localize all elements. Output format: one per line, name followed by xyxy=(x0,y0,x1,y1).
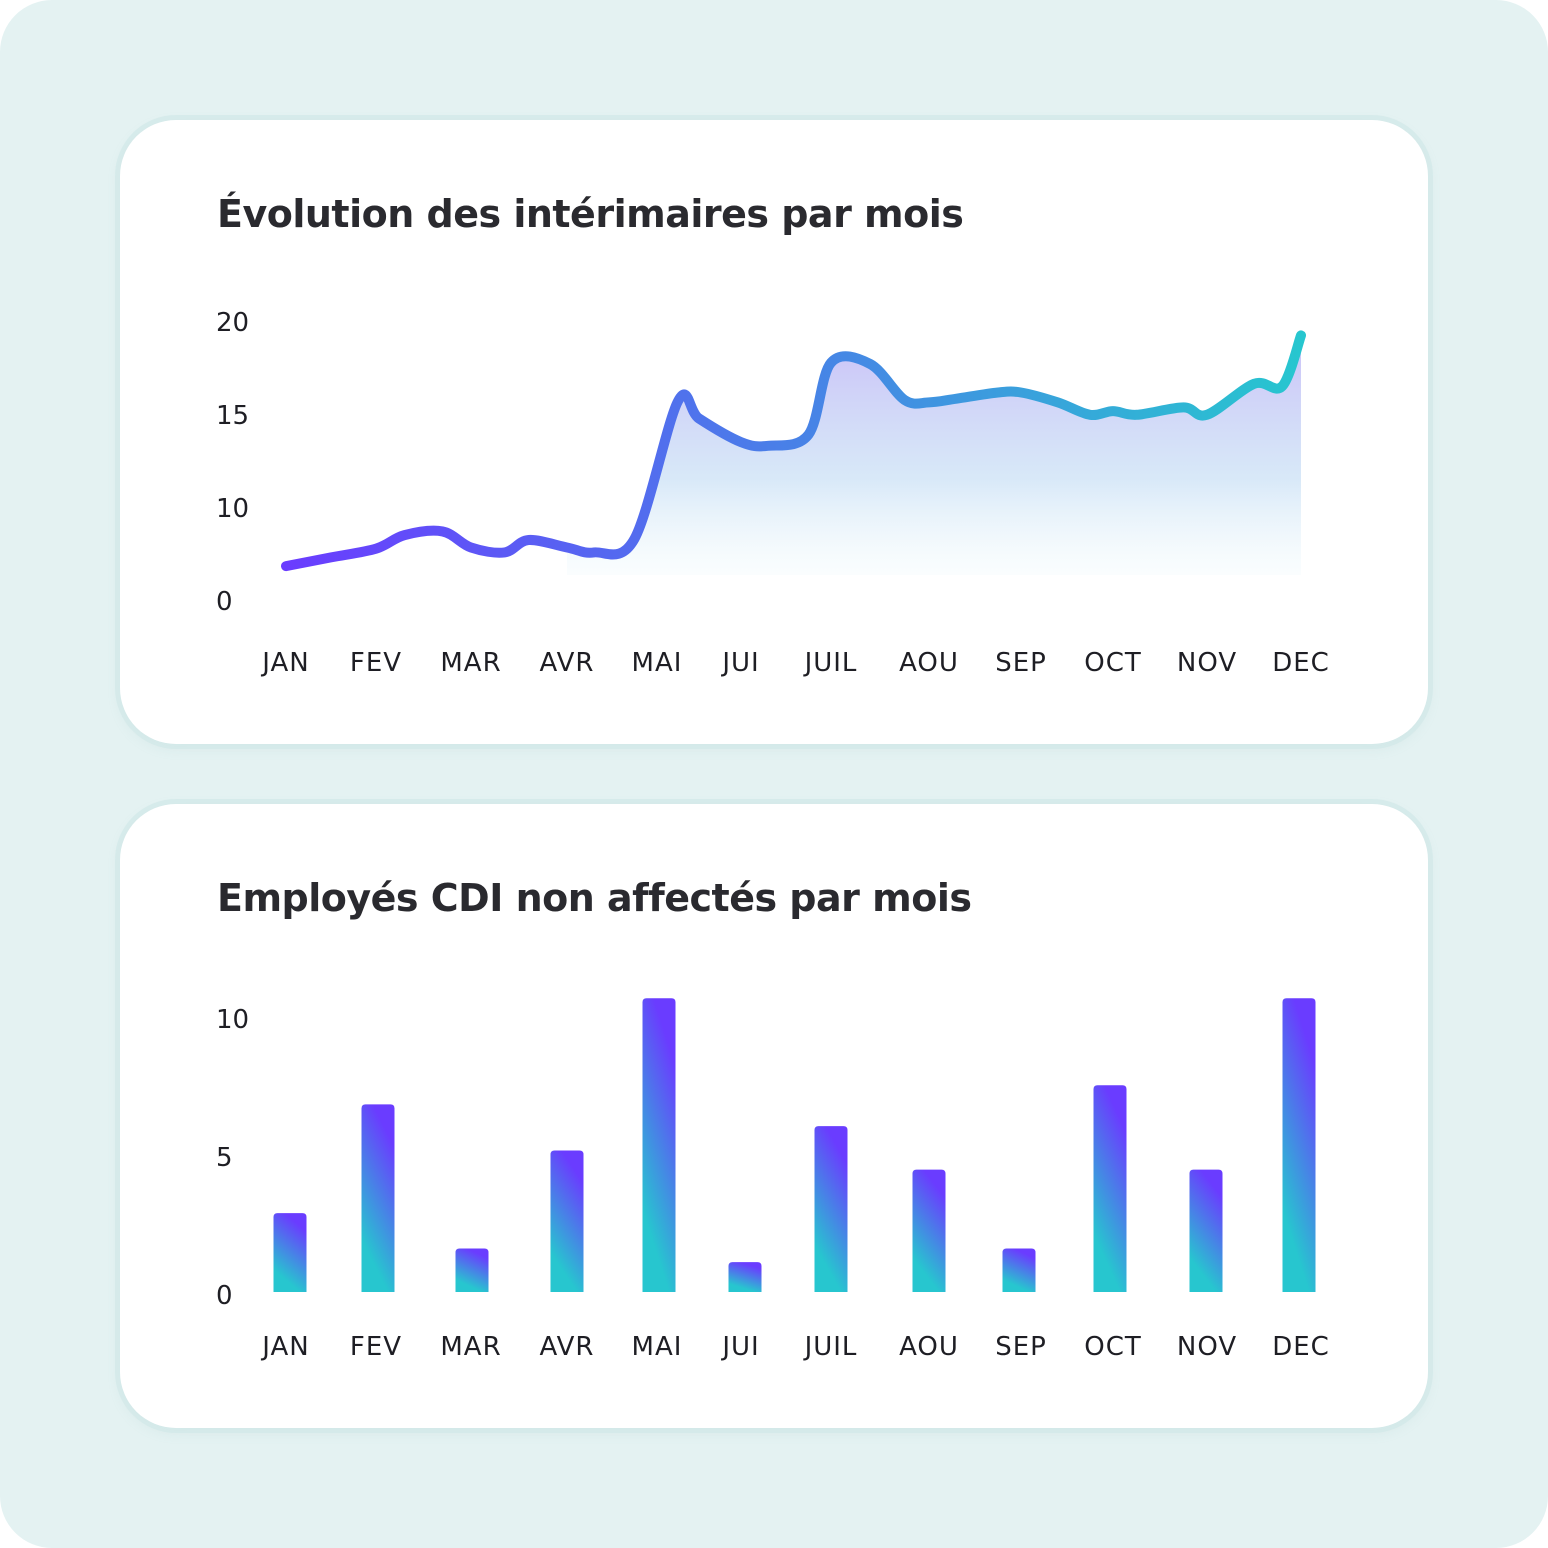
bar-x-axis: JAN FEV MAR AVR MAI JUI JUIL AOU SEP OCT NOV DEC xyxy=(260,1332,1330,1362)
bar-y-tick-label: 0 xyxy=(216,1281,233,1311)
bar xyxy=(455,1248,489,1292)
line-x-tick-label: AOU xyxy=(899,648,959,678)
bar xyxy=(814,1126,848,1292)
bar-x-tick-label: JAN xyxy=(260,1332,309,1362)
bar-x-tick-label: MAI xyxy=(632,1332,683,1362)
bar-y-axis: 0 5 10 xyxy=(216,1005,249,1311)
line-x-tick-label: JAN xyxy=(260,648,309,678)
bar-x-tick-label: AOU xyxy=(899,1332,959,1362)
bar-chart: 0 5 10 JAN FEV MAR AVR MAI JUI JUIL AOU SEP OCT NOV D… xyxy=(216,998,1330,1362)
line-y-axis: 0 10 15 20 xyxy=(216,308,249,617)
line-chart: 0 10 15 20 JAN FEV MAR AVR MAI JUI JUIL AOU SEP OCT N… xyxy=(216,308,1330,678)
bar xyxy=(273,1213,307,1292)
line-y-tick-label: 10 xyxy=(216,494,249,524)
bar xyxy=(361,1104,395,1292)
bar xyxy=(1282,998,1316,1292)
bar-x-tick-label: DEC xyxy=(1272,1332,1330,1362)
line-x-tick-label: AVR xyxy=(540,648,595,678)
bar xyxy=(912,1169,946,1292)
line-series-area xyxy=(567,335,1301,575)
bar xyxy=(1189,1169,1223,1292)
line-y-tick-label: 0 xyxy=(216,587,233,617)
bar-x-tick-label: JUI xyxy=(720,1332,759,1362)
line-x-axis: JAN FEV MAR AVR MAI JUI JUIL AOU SEP OCT NOV DEC xyxy=(260,648,1330,678)
bar-x-tick-label: OCT xyxy=(1084,1332,1142,1362)
line-x-tick-label: NOV xyxy=(1177,648,1237,678)
line-x-tick-label: DEC xyxy=(1272,648,1330,678)
line-chart-card: Évolution des intérimaires par mois 0 10 1… xyxy=(120,120,1428,744)
line-x-tick-label: MAI xyxy=(632,648,683,678)
bar xyxy=(642,998,676,1292)
bar-chart-card: Employés CDI non affectés par mois 0 5 10 … xyxy=(120,804,1428,1428)
line-x-tick-label: OCT xyxy=(1084,648,1142,678)
bar-series xyxy=(273,998,1316,1292)
bar-chart-title: Employés CDI non affectés par mois xyxy=(217,876,972,920)
line-series xyxy=(281,330,1306,572)
line-chart-title: Évolution des intérimaires par mois xyxy=(217,192,964,236)
line-y-tick-label: 20 xyxy=(216,308,249,338)
bar-y-tick-label: 5 xyxy=(216,1143,233,1173)
bar-x-tick-label: JUIL xyxy=(803,1332,858,1362)
line-x-tick-label: MAR xyxy=(440,648,501,678)
bar-x-tick-label: AVR xyxy=(540,1332,595,1362)
line-x-tick-label: SEP xyxy=(995,648,1047,678)
bar xyxy=(550,1150,584,1292)
bar xyxy=(728,1262,762,1292)
bar-x-tick-label: SEP xyxy=(995,1332,1047,1362)
bar-y-tick-label: 10 xyxy=(216,1005,249,1035)
bar-x-tick-label: NOV xyxy=(1177,1332,1237,1362)
bar xyxy=(1093,1085,1127,1292)
bar-x-tick-label: FEV xyxy=(350,1332,402,1362)
line-x-tick-label: JUI xyxy=(720,648,759,678)
line-x-tick-label: FEV xyxy=(350,648,402,678)
line-y-tick-label: 15 xyxy=(216,401,249,431)
line-x-tick-label: JUIL xyxy=(803,648,858,678)
bar xyxy=(1002,1248,1036,1292)
bar-x-tick-label: MAR xyxy=(440,1332,501,1362)
